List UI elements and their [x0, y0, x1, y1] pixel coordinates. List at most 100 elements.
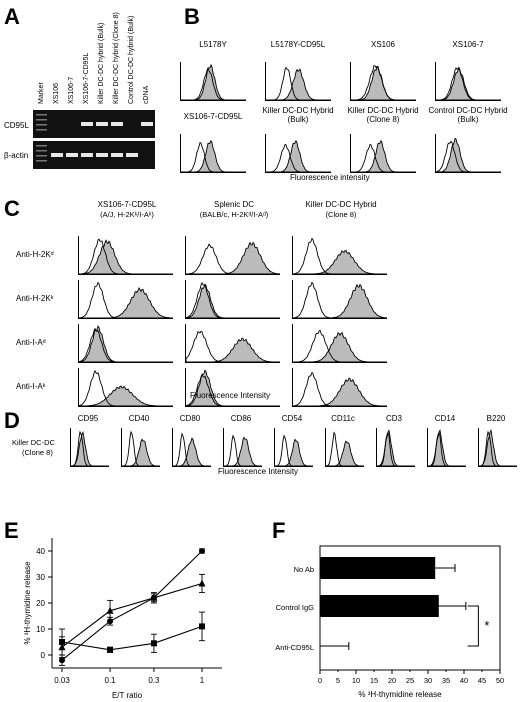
- panel-d-histogram-filled: [224, 436, 262, 467]
- panel-d-histogram: [70, 428, 109, 467]
- gel-band: [81, 122, 93, 126]
- panel-a-label: A: [4, 4, 20, 29]
- x-tick-label: 20: [388, 676, 396, 685]
- panel-b-title: Control DC-DC Hybrid (Bulk): [428, 106, 508, 124]
- panel-d-histogram: [223, 428, 262, 467]
- panel-d-label: D: [4, 408, 20, 433]
- x-tick-label: 30: [424, 676, 432, 685]
- panel-d-marker-title: B220: [486, 414, 506, 423]
- x-tick-label: 50: [496, 676, 504, 685]
- data-point-triangle: [198, 579, 206, 587]
- x-tick-label: 5: [336, 676, 340, 685]
- gel-band: [81, 153, 93, 157]
- panel-b-histogram-filled: [266, 139, 331, 173]
- gel-lane-label: XS106-7: [68, 76, 75, 104]
- panel-d-histogram-filled: [478, 428, 517, 467]
- x-tick-label: 1: [200, 676, 205, 685]
- panel-d-histogram-filled: [173, 437, 211, 467]
- panel-c-histogram-filled: [186, 337, 280, 363]
- gel-cd95l: [33, 110, 155, 138]
- panel-d-row-label-1: Killer DC-DC: [12, 438, 55, 447]
- panel-c-histograms: XS106-7-CD95L (A/J, H-2Kᵏ/I-Aᵏ) Splenic DC…: [0, 196, 400, 407]
- panel-c-histogram: [292, 236, 387, 275]
- bar: [320, 595, 439, 617]
- panel-c-row-label: Anti-H-2Kᵏ: [16, 294, 54, 303]
- marker-band: [36, 155, 47, 157]
- x-tick-label: 0.3: [148, 676, 160, 685]
- panel-d-histogram: [274, 428, 313, 467]
- data-point-square: [150, 640, 157, 647]
- panel-e-line-chart: 0 10 20 30 40 0.03 0.1 0.3 1 % ³H-thymidine relea…: [23, 538, 222, 700]
- x-axis-label: E/T ratio: [112, 691, 143, 700]
- panel-c-histogram: [78, 324, 173, 363]
- panel-c-histogram: [292, 368, 387, 407]
- panel-b-histogram: [350, 62, 416, 101]
- gel-row-label-actin: β-actin: [4, 151, 29, 160]
- y-axis-label: % ³H-thymidine release: [23, 561, 32, 645]
- gel-lane-label: Killer DC-DC hybrid (Bulk): [98, 22, 105, 104]
- panel-b-title: XS106-7: [452, 40, 484, 49]
- panel-c-histogram-filled: [185, 369, 280, 407]
- panel-d-histogram-filled: [275, 438, 313, 467]
- panel-c-histogram: [292, 324, 387, 363]
- panel-d-marker-title: CD95: [77, 414, 99, 423]
- gel-band: [126, 153, 138, 157]
- panel-b-histogram-filled: [181, 139, 246, 173]
- panel-b-label: B: [184, 4, 200, 29]
- panel-d-row-label-2: (Clone 8): [22, 448, 53, 457]
- panel-d-histogram-filled: [376, 428, 415, 467]
- series-line-triangle: [61, 582, 203, 648]
- panel-b-histogram: [265, 62, 331, 101]
- panel-c-histogram: [78, 236, 173, 275]
- panel-e-label: E: [4, 518, 19, 543]
- panel-d-marker-title: CD11c: [331, 414, 355, 423]
- series-line-square: [61, 625, 203, 651]
- marker-band: [36, 150, 47, 152]
- panel-b-histogram: [350, 134, 416, 173]
- data-point-triangle: [150, 593, 158, 601]
- panel-b-title: L5178Y: [199, 40, 227, 49]
- x-tick-label: 0.03: [54, 676, 70, 685]
- gel-lane-label: XS106: [53, 82, 60, 104]
- gel-band: [96, 153, 108, 157]
- panel-c-column-subtitle: (Clone 8): [325, 210, 357, 219]
- marker-band: [36, 114, 47, 116]
- panel-d-histogram: [478, 428, 517, 467]
- data-point-square: [107, 646, 114, 653]
- data-point-circle: [199, 548, 205, 554]
- panel-c-histogram: [78, 368, 173, 407]
- marker-band: [36, 119, 47, 121]
- gel-lane-label: Killer DC-DC hybrid (Clone 8): [113, 12, 120, 104]
- category-label: Control IgG: [276, 603, 315, 612]
- panel-c-row-label: Anti-I-Aᵏ: [16, 382, 46, 391]
- panel-b-histogram: [265, 134, 331, 173]
- category-label: No Ab: [294, 565, 314, 574]
- panel-c-column-subtitle: (BALB/c, H-2Kᵈ/I-Aᵈ): [199, 210, 269, 219]
- panel-b-histogram: [435, 134, 501, 173]
- panel-c-histogram-filled: [293, 331, 387, 363]
- x-axis-label: % ³H-thymidine release: [358, 690, 442, 699]
- y-tick-label: 40: [36, 547, 45, 556]
- gel-lane-label: Control DC-DC hybrid (Bulk): [128, 15, 135, 104]
- gel-band: [141, 122, 153, 126]
- y-tick-label: 10: [36, 625, 45, 634]
- panel-b-histogram: [180, 134, 246, 173]
- panel-b-xlabel: Fluorescence intensity: [290, 173, 370, 182]
- data-point-square: [59, 639, 65, 645]
- panel-c-row-label: Anti-H-2Kᵈ: [16, 250, 54, 259]
- panel-b-histogram: [180, 62, 246, 101]
- x-tick-label: 15: [370, 676, 378, 685]
- gel-band: [96, 122, 108, 126]
- data-point-triangle: [106, 606, 114, 614]
- x-tick-label: 0.1: [105, 676, 117, 685]
- x-tick-label: 10: [352, 676, 360, 685]
- panel-d-marker-title: CD80: [179, 414, 201, 423]
- data-point-square: [199, 623, 205, 630]
- x-tick-label: 25: [406, 676, 414, 685]
- panel-d-marker-title: CD54: [281, 414, 303, 423]
- marker-band: [36, 124, 47, 126]
- y-tick-label: 30: [36, 573, 45, 582]
- gel-lane-label: cDNA: [143, 85, 150, 104]
- significance-bracket: [467, 605, 479, 647]
- panel-c-column-title: Splenic DC: [213, 200, 254, 209]
